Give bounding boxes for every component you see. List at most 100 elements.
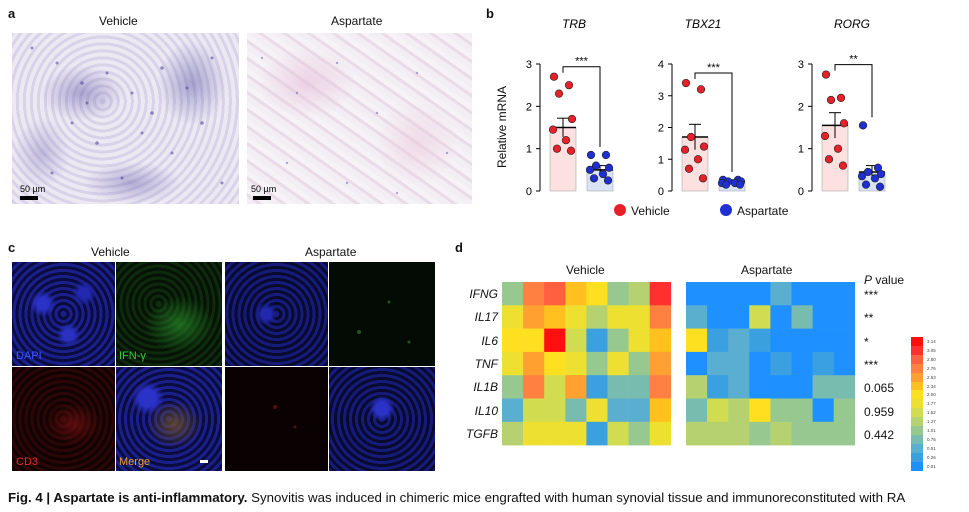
heatmap-cell [791, 351, 813, 376]
legend-swatch [911, 337, 923, 347]
if-vehicle-cd3 [12, 367, 115, 471]
heatmap-cell [812, 328, 834, 353]
legend-tick-label: 0.26 [927, 454, 936, 460]
p-value-il10: 0.959 [864, 404, 895, 419]
legend-swatch [911, 363, 923, 373]
heatmap-cell [628, 375, 650, 399]
heatmap-cell [607, 351, 629, 376]
heatmap-cell [586, 305, 608, 329]
data-point-vehicle [684, 164, 694, 173]
heatmap-cell [628, 421, 650, 446]
heatmap-cell [791, 398, 813, 423]
heatmap-cell [686, 305, 708, 329]
scale-label-vehicle: 50 µm [20, 184, 46, 194]
heatmap-cell [686, 421, 708, 446]
data-point-vehicle [836, 93, 846, 102]
heatmap-cell [812, 282, 834, 306]
data-point-vehicle [821, 70, 831, 79]
heatmap-cell [607, 328, 629, 353]
he-micrograph-vehicle [12, 33, 239, 204]
y-tick-label: 2 [798, 101, 804, 113]
data-point-aspartate [589, 174, 599, 183]
heatmap-cell [728, 305, 750, 329]
heatmap-vehicle [502, 282, 672, 446]
panel-d-vehicle-label: Vehicle [566, 263, 605, 277]
heatmap-cell [749, 398, 771, 423]
heatmap-cell [607, 305, 629, 329]
data-point-aspartate [586, 150, 596, 160]
gene-label-tnf: TNF [474, 356, 498, 371]
panel-c-aspartate-label: Aspartate [305, 245, 357, 259]
heatmap-cell [607, 282, 629, 306]
heatmap-cell [649, 421, 672, 446]
bar-charts-svg: TRB 0 1 2 3 *** TBX21 0 1 2 3 4 *** RORG 0 1 2 3 ** [526, 17, 886, 198]
caption-bold: Fig. 4 | Aspartate is anti-inflammatory. [8, 490, 248, 505]
gene-label-il1b: IL1B [473, 380, 498, 395]
legend-swatch [911, 426, 923, 436]
heatmap-cell [565, 375, 587, 399]
legend-swatch [911, 390, 923, 400]
data-point-vehicle [686, 132, 696, 142]
heatmap-cell [565, 328, 587, 353]
p-value-il1b: 0.065 [864, 381, 895, 396]
data-point-vehicle [833, 144, 843, 153]
heatmap-cell [502, 328, 524, 353]
significance-bracket [562, 66, 601, 148]
heatmap-cell [812, 398, 834, 423]
heatmap-cell [812, 305, 834, 329]
data-point-vehicle [698, 174, 708, 183]
heatmap-cell [628, 328, 650, 353]
y-tick-label: 0 [658, 186, 664, 198]
data-point-vehicle [693, 155, 703, 164]
heatmap-cell [833, 351, 856, 376]
data-point-aspartate [875, 182, 885, 191]
heatmap-cell [770, 305, 792, 329]
heatmap-cell [502, 421, 524, 446]
heatmap-cell [707, 328, 729, 353]
p-value-header: P value [864, 273, 904, 287]
y-tick-label: 1 [658, 154, 664, 166]
y-tick-label: 0 [798, 186, 804, 198]
heatmap-cell [628, 282, 650, 306]
heatmap-cell [707, 305, 729, 329]
bar-chart-title: TRB [562, 17, 586, 31]
data-point-aspartate [870, 174, 880, 183]
caption-text: Synovitis was induced in chimeric mice e… [251, 490, 906, 505]
y-tick-label: 1 [526, 144, 532, 156]
heatmap-cell [770, 375, 792, 399]
data-point-aspartate [861, 180, 871, 189]
label-merge: Merge [119, 456, 151, 468]
legend-aspartate-dot [720, 204, 732, 216]
legend-swatch [911, 345, 923, 356]
legend-aspartate-label: Aspartate [737, 204, 789, 218]
heatmap-cell [586, 328, 608, 353]
heatmap-cell [523, 421, 545, 446]
heatmap-cell [586, 375, 608, 399]
heatmap-cell [812, 375, 834, 399]
gene-label-il10: IL10 [474, 403, 498, 418]
panel-a-letter: a [8, 6, 16, 21]
if-aspartate-dapi [225, 262, 328, 366]
data-point-aspartate [601, 150, 611, 160]
data-point-vehicle [696, 85, 706, 94]
data-point-aspartate [598, 169, 608, 179]
heatmap-cell [707, 398, 729, 423]
legend-swatch [911, 399, 923, 409]
legend-tick-label: 1.52 [927, 410, 936, 416]
heatmap-cell [502, 398, 524, 423]
heatmap-cell [728, 351, 750, 376]
significance-bracket [834, 64, 873, 118]
bar-chart-trb: TRB 0 1 2 3 *** [526, 17, 614, 198]
bar-chart-title: RORG [834, 17, 870, 31]
data-point-aspartate [863, 167, 873, 177]
heatmap-cell [791, 305, 813, 329]
bar-chart-title: TBX21 [685, 17, 722, 31]
figure-caption: Fig. 4 | Aspartate is anti-inflammatory.… [8, 490, 905, 505]
p-value-il6: * [864, 334, 869, 349]
heatmap-cell [728, 398, 750, 423]
data-point-aspartate [857, 172, 867, 181]
p-header-p: P [864, 273, 873, 287]
heatmap-cell [649, 375, 672, 399]
legend-tick-label: 1.77 [927, 401, 936, 407]
y-tick-label: 3 [658, 91, 664, 103]
